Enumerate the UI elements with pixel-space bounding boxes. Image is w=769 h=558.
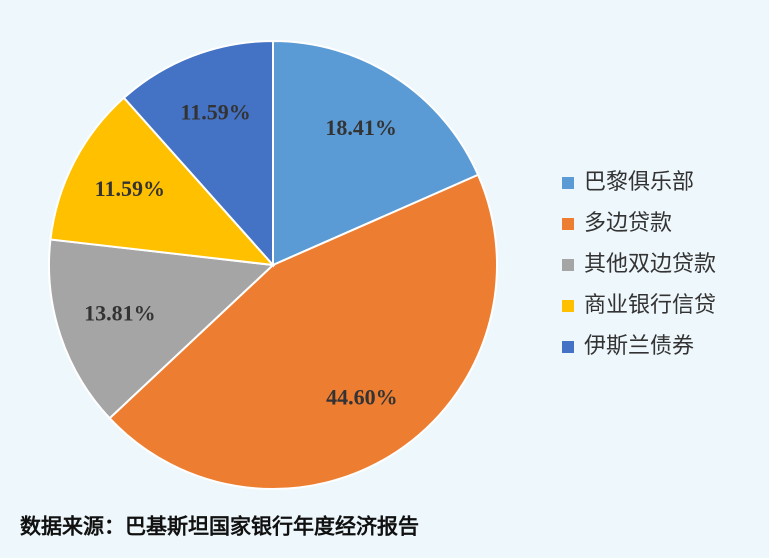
value-label: 18.41% (325, 115, 397, 140)
value-label: 13.81% (84, 301, 156, 326)
legend-swatch (562, 177, 574, 189)
pie-slice (48, 238, 276, 420)
legend-swatch (562, 259, 574, 271)
value-label: 11.59% (95, 176, 165, 201)
legend-label: 其他双边贷款 (584, 251, 716, 276)
legend-label: 商业银行信贷 (584, 292, 716, 317)
legend-swatch (562, 218, 574, 230)
pie-slice (272, 39, 480, 267)
legend-swatch (562, 341, 574, 353)
legend-label: 巴黎俱乐部 (584, 169, 694, 194)
value-label: 44.60% (326, 385, 398, 410)
pie-slice (108, 173, 498, 490)
pie-slice (122, 39, 274, 268)
legend-label: 多边贷款 (584, 210, 672, 235)
pie-slice (49, 96, 276, 267)
source-note: 数据来源：巴基斯坦国家银行年度经济报告 (20, 515, 419, 539)
legend-swatch (562, 300, 574, 312)
legend-label: 伊斯兰债券 (584, 333, 694, 358)
value-label: 11.59% (180, 99, 250, 124)
